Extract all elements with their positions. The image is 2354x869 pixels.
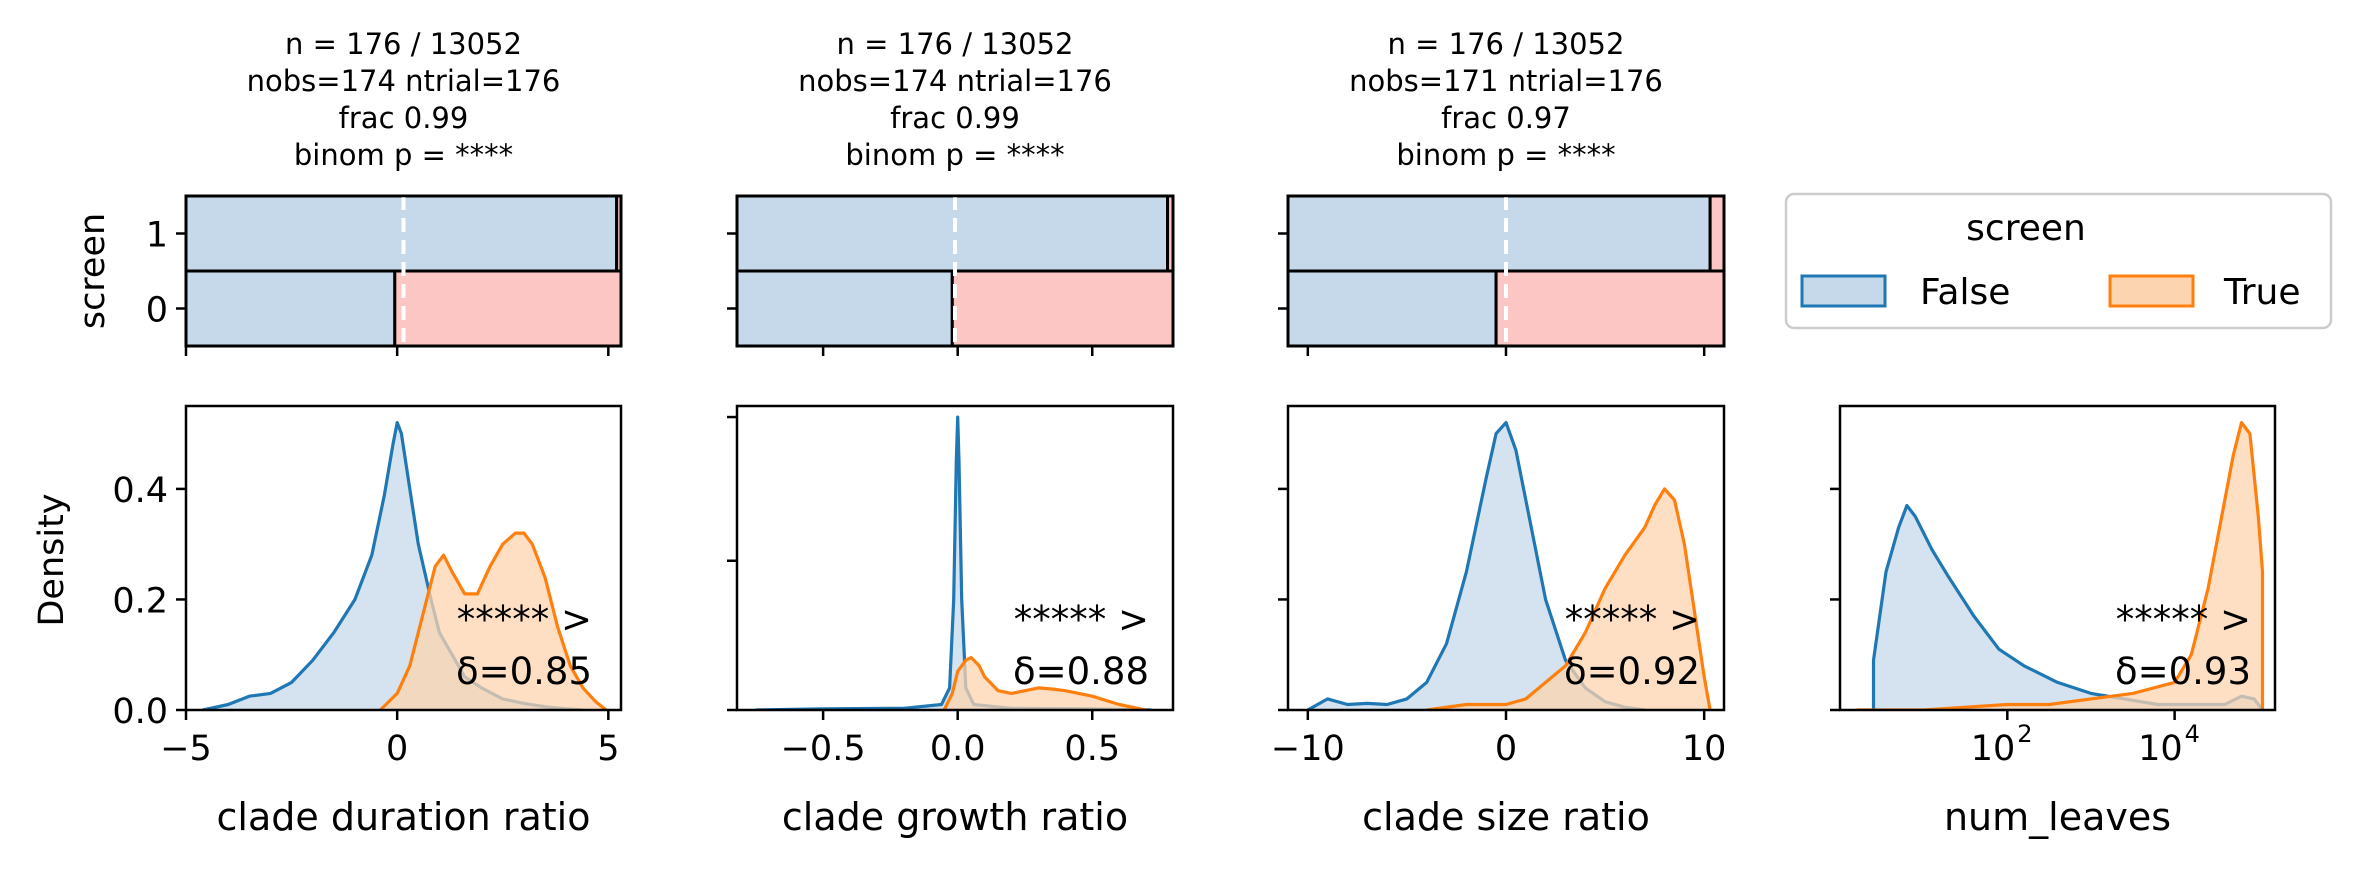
- legend-title: screen: [1966, 208, 2086, 249]
- bar-false-0: [184, 269, 397, 348]
- legend-label-true: True: [2223, 272, 2300, 313]
- bar-true-0: [393, 269, 623, 348]
- x-tick-label: −10: [1271, 729, 1345, 769]
- y-tick-label: 0: [146, 291, 168, 331]
- x-tick-label: 10: [2138, 729, 2183, 769]
- legend-frame: [1784, 192, 2333, 330]
- density-area-true: [1856, 422, 2263, 710]
- density-area-false: [1307, 422, 1645, 710]
- legend: screen False True: [1784, 192, 2333, 330]
- bottom-panel-1: −5 0 5 0.0 0.2 0.4 clade duration ratio Density…: [32, 404, 623, 839]
- x-axis-label: clade size ratio: [1362, 795, 1650, 839]
- significance-annotation: ***** >: [1014, 598, 1149, 641]
- plot-area: [202, 421, 608, 710]
- x-axis-label: num_leaves: [1944, 795, 2171, 839]
- bar-false-1: [1286, 194, 1712, 273]
- bar-true-0: [950, 269, 1175, 348]
- axes-frame: [184, 194, 623, 348]
- panel-title-line: frac 0.99: [339, 101, 469, 135]
- x-tick-label: 10: [1971, 729, 2016, 769]
- bar-true-0: [1494, 269, 1726, 348]
- density-line-true: [379, 531, 608, 710]
- x-axis-label: clade duration ratio: [217, 795, 591, 839]
- x-tick-label: −5: [160, 729, 212, 769]
- panel-title-line: n = 176 / 13052: [1388, 27, 1625, 61]
- bottom-row-panels: −5 0 5 0.0 0.2 0.4 clade duration ratio Density…: [32, 404, 2277, 839]
- x-axis-label: clade growth ratio: [782, 795, 1128, 839]
- x-tick-label: 0.0: [930, 729, 986, 769]
- panel-title-line: binom p = ****: [1396, 138, 1615, 172]
- y-tick-label: 1: [146, 216, 168, 256]
- bar-false-1: [735, 194, 1170, 273]
- delta-annotation: δ=0.88: [1013, 650, 1149, 693]
- panel-title-line: nobs=174 ntrial=176: [247, 64, 561, 98]
- density-area-false: [1873, 505, 2263, 710]
- density-line-true: [1426, 487, 1712, 710]
- axes-frame: [735, 404, 1175, 712]
- bottom-panel-3: −10 0 10 clade size ratio ***** > δ=0.92: [1271, 404, 1727, 839]
- density-area-true: [944, 657, 1147, 710]
- x-tick-label: 10: [1682, 729, 1727, 769]
- y-tick-label: 0.0: [112, 692, 168, 732]
- x-tick-label: −0.5: [781, 729, 866, 769]
- density-line-true: [1856, 421, 2265, 710]
- panel-title-line: frac 0.99: [890, 101, 1020, 135]
- density-area-true: [1426, 488, 1711, 710]
- legend-swatch-false: [1800, 274, 1887, 308]
- legend-label-false: False: [1920, 272, 2010, 313]
- x-tick-label: 0: [1495, 729, 1517, 769]
- panel-title-line: nobs=174 ntrial=176: [798, 64, 1112, 98]
- axes-frame: [1838, 404, 2277, 712]
- x-tick-label: 0.5: [1064, 729, 1120, 769]
- significance-annotation: ***** >: [457, 598, 592, 641]
- x-tick-exponent: 2: [2017, 720, 2032, 748]
- axes-frame: [735, 194, 1175, 348]
- y-axis-label: screen: [73, 213, 113, 329]
- panel-title-line: binom p = ****: [294, 138, 513, 172]
- plot-area: [755, 415, 1152, 710]
- bar-false-1: [184, 194, 619, 273]
- x-tick-label: 5: [597, 729, 619, 769]
- significance-annotation: ***** >: [1565, 598, 1700, 641]
- panel-title-line: n = 176 / 13052: [837, 27, 1074, 61]
- panel-title-line: binom p = ****: [845, 138, 1064, 172]
- panel-title-line: n = 176 / 13052: [285, 27, 522, 61]
- axes-frame: [184, 404, 623, 712]
- significance-annotation: ***** >: [2116, 598, 2251, 641]
- y-axis-label: Density: [32, 493, 72, 626]
- bar-true-1: [1708, 194, 1726, 273]
- bar-false-0: [1286, 269, 1498, 348]
- plot-area: [1307, 421, 1712, 710]
- bottom-panel-2: −0.5 0.0 0.5 clade growth ratio ***** > δ=0.8…: [727, 404, 1175, 839]
- density-line-true: [942, 655, 1147, 710]
- y-tick-label: 0.4: [112, 471, 168, 511]
- x-tick-label: 0: [386, 729, 408, 769]
- panel-title-line: nobs=171 ntrial=176: [1349, 64, 1663, 98]
- panel-title-line: frac 0.97: [1441, 101, 1571, 135]
- x-tick-exponent: 4: [2185, 720, 2200, 748]
- delta-annotation: δ=0.93: [2115, 650, 2251, 693]
- delta-annotation: δ=0.92: [1564, 650, 1700, 693]
- y-tick-label: 0.2: [112, 581, 168, 621]
- density-area-false: [202, 422, 583, 710]
- delta-annotation: δ=0.85: [456, 650, 592, 693]
- density-area-true: [380, 533, 607, 710]
- bar-false-0: [735, 269, 954, 348]
- density-area-false: [755, 417, 1152, 710]
- legend-swatch-true: [2108, 274, 2195, 308]
- plot-area: [1856, 421, 2265, 710]
